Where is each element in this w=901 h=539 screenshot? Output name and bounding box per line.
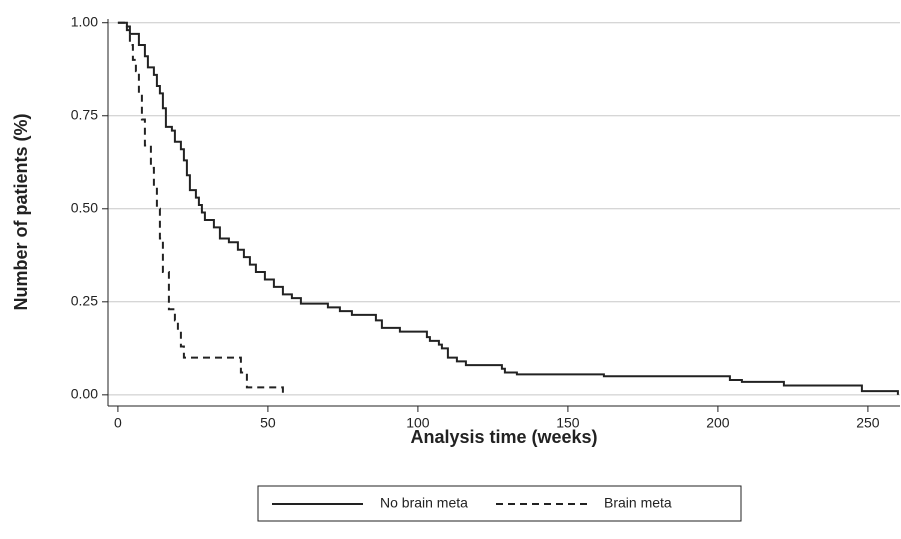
survival-line <box>117 21 284 395</box>
y-axis-title: Number of patients (%) <box>11 113 31 310</box>
y-tick-label: 0.25 <box>71 293 98 309</box>
x-tick-label: 250 <box>856 415 880 431</box>
x-tick-label: 100 <box>406 415 430 431</box>
legend-label: No brain meta <box>380 495 468 511</box>
x-tick-label: 50 <box>260 415 276 431</box>
y-tick-label: 0.75 <box>71 106 98 122</box>
x-axis-title: Analysis time (weeks) <box>410 427 597 447</box>
y-tick-label: 0.50 <box>71 199 98 215</box>
y-tick-label: 0.00 <box>71 386 98 402</box>
x-tick-label: 200 <box>706 415 730 431</box>
x-tick-label: 0 <box>114 415 122 431</box>
legend-label: Brain meta <box>604 495 672 511</box>
x-tick-label: 150 <box>556 415 580 431</box>
survival-line <box>117 21 899 395</box>
legend-box <box>257 485 742 522</box>
y-tick-label: 1.00 <box>71 13 98 29</box>
